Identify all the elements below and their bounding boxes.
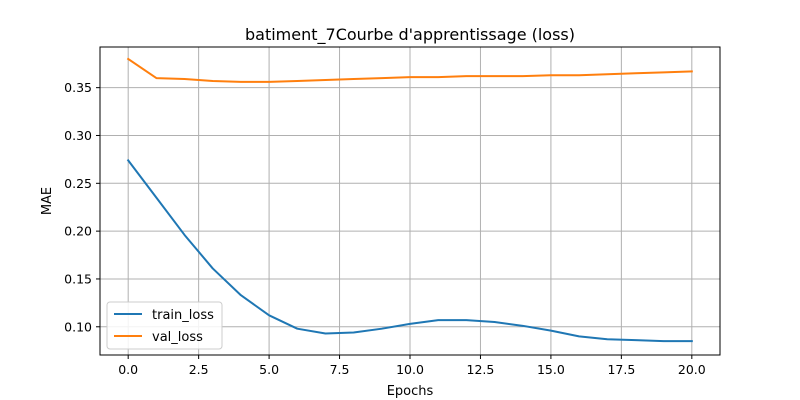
y-tick-label: 0.20: [64, 224, 92, 239]
chart-title: batiment_7Courbe d'apprentissage (loss): [245, 25, 575, 45]
series-lines: [126, 57, 693, 343]
x-tick-label: 0.0: [118, 362, 138, 377]
y-tick-label: 0.15: [64, 271, 92, 286]
series-line-train-loss: [126, 158, 693, 343]
y-tick-label: 0.35: [64, 80, 92, 95]
x-tick-label: 5.0: [259, 362, 279, 377]
series-line-val-loss: [126, 57, 693, 83]
x-axis-label: Epochs: [387, 384, 434, 399]
x-tick-label: 20.0: [678, 362, 706, 377]
x-tick-label: 10.0: [396, 362, 424, 377]
x-tick-label: 12.5: [467, 362, 495, 377]
legend-label-val-loss: val_loss: [152, 330, 203, 345]
x-tick-label: 2.5: [189, 362, 209, 377]
x-tick-label: 7.5: [330, 362, 350, 377]
grid: [100, 47, 720, 355]
x-tick-label: 17.5: [607, 362, 635, 377]
legend-label-train-loss: train_loss: [152, 308, 214, 323]
axis-ticks: 0.0 2.5 5.0 7.5 10.0 12.5 15.0 17.5 20.0 0.10 0.15…: [64, 80, 706, 377]
y-tick-label: 0.10: [64, 319, 92, 334]
y-tick-label: 0.30: [64, 128, 92, 143]
legend: train_loss val_loss: [106, 301, 223, 350]
x-tick-label: 15.0: [537, 362, 565, 377]
y-tick-label: 0.25: [64, 176, 92, 191]
y-axis-label: MAE: [40, 187, 55, 215]
